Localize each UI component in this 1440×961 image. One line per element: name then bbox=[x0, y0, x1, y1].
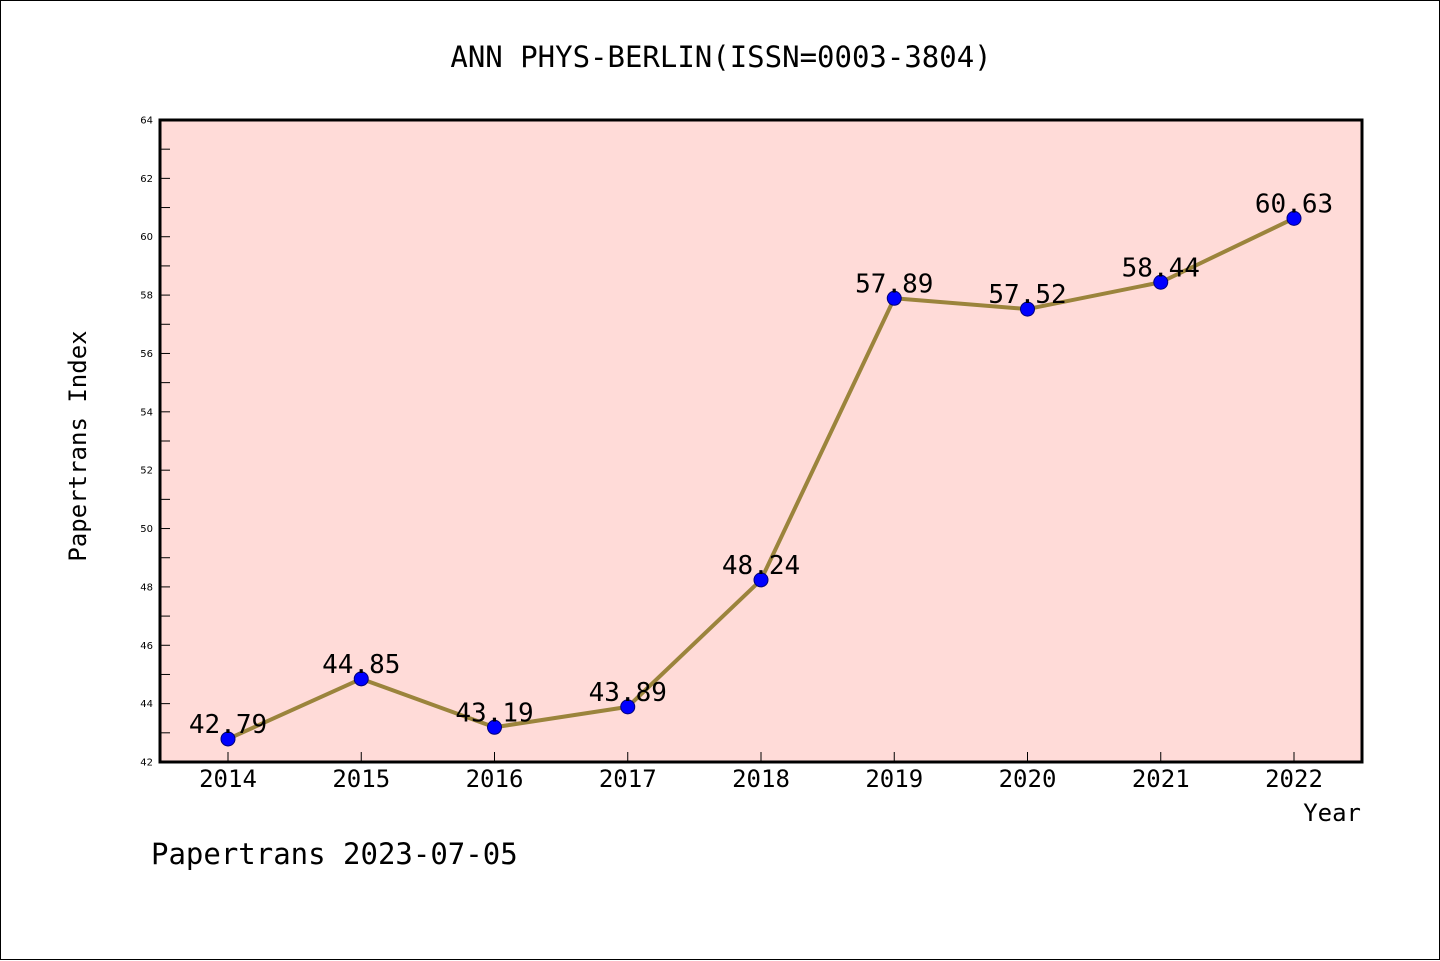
x-axis-label: Year bbox=[1303, 799, 1361, 827]
data-labels: 42.79 44.85 43.19 43.89 48.24 57.89 57.52 58.44… bbox=[189, 189, 1333, 740]
data-label-2021: 58.44 bbox=[1122, 253, 1200, 283]
data-point-2019 bbox=[886, 290, 902, 306]
y-tick-label-58: 58 bbox=[140, 291, 153, 302]
data-label-2018: 48.24 bbox=[722, 551, 800, 581]
data-label-2015: 44.85 bbox=[322, 650, 400, 680]
y-tick-label-56: 56 bbox=[140, 349, 153, 360]
data-label-2019: 57.89 bbox=[855, 269, 933, 299]
y-tick-label-54: 54 bbox=[140, 407, 153, 418]
x-tick-label-2018: 2018 bbox=[732, 765, 790, 793]
y-tick-label-52: 52 bbox=[140, 466, 153, 477]
y-tick-label-46: 46 bbox=[140, 641, 153, 652]
series-markers bbox=[220, 210, 1302, 747]
data-label-2020: 57.52 bbox=[988, 280, 1066, 310]
x-tick-label-2016: 2016 bbox=[466, 765, 524, 793]
data-point-2018 bbox=[753, 572, 769, 588]
x-tick-label-2017: 2017 bbox=[599, 765, 657, 793]
plot-area bbox=[160, 120, 1362, 762]
x-tick-label-2014: 2014 bbox=[199, 765, 257, 793]
data-point-2022 bbox=[1286, 210, 1302, 226]
data-label-2017: 43.89 bbox=[589, 678, 667, 708]
data-label-2022: 60.63 bbox=[1255, 189, 1333, 219]
plot-frame bbox=[158, 118, 1364, 764]
y-axis-label: Papertrans Index bbox=[64, 330, 92, 561]
chart-title: ANN PHYS-BERLIN(ISSN=0003-3804) bbox=[450, 40, 991, 74]
x-tick-label-2020: 2020 bbox=[999, 765, 1057, 793]
data-label-2016: 43.19 bbox=[455, 698, 533, 728]
data-point-2020 bbox=[1020, 301, 1035, 317]
y-tick-label-60: 60 bbox=[140, 232, 153, 243]
y-tick-label-50: 50 bbox=[140, 524, 153, 535]
y-tick-label-48: 48 bbox=[140, 582, 153, 593]
data-label-2014: 42.79 bbox=[189, 710, 267, 740]
data-point-2021 bbox=[1153, 274, 1169, 290]
data-point-2014 bbox=[220, 731, 236, 747]
footer-note: Papertrans 2023-07-05 bbox=[151, 837, 518, 871]
y-axis-ticks: 42 44 46 48 50 52 54 56 58 60 62 64 bbox=[140, 116, 170, 769]
data-point-2017 bbox=[620, 699, 636, 715]
x-tick-label-2022: 2022 bbox=[1265, 765, 1323, 793]
x-axis-ticks: 2014 2015 2016 2017 2018 2019 2020 2021 2022 bbox=[199, 752, 1323, 793]
x-tick-label-2019: 2019 bbox=[865, 765, 923, 793]
y-tick-label-44: 44 bbox=[140, 699, 153, 710]
data-point-2015 bbox=[353, 671, 369, 687]
data-point-2016 bbox=[487, 719, 502, 735]
y-tick-label-42: 42 bbox=[140, 758, 153, 769]
x-tick-label-2021: 2021 bbox=[1132, 765, 1190, 793]
y-tick-label-62: 62 bbox=[140, 174, 153, 185]
y-tick-label-64: 64 bbox=[140, 116, 153, 127]
x-tick-label-2015: 2015 bbox=[332, 765, 390, 793]
